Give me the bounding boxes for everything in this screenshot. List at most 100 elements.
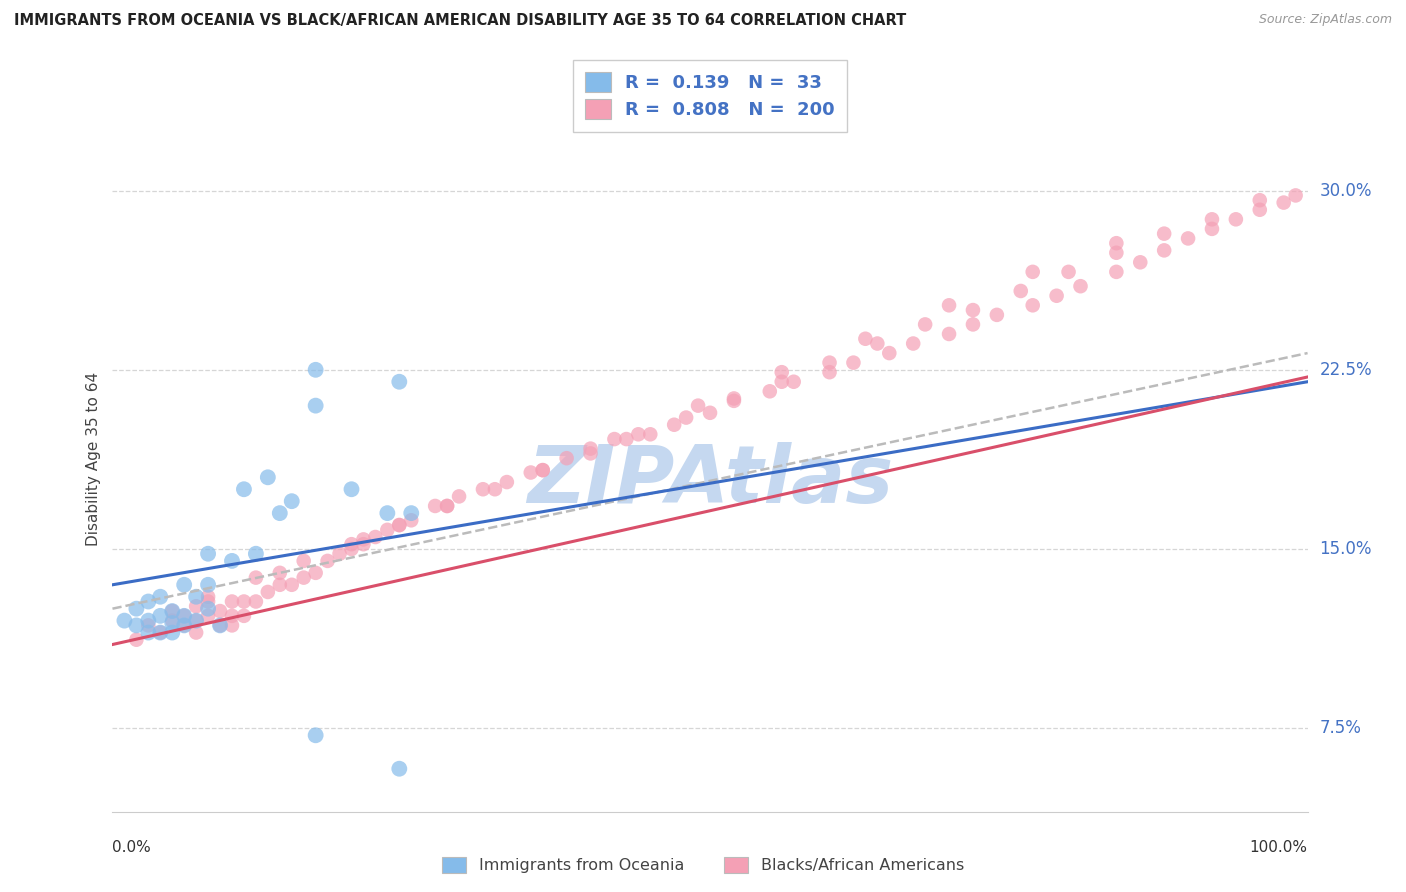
Point <box>472 482 495 496</box>
Point <box>221 618 243 632</box>
Point <box>688 399 710 413</box>
Point <box>352 537 374 551</box>
Point <box>855 332 877 346</box>
Point <box>436 499 458 513</box>
Point <box>723 393 745 408</box>
Point <box>162 625 183 640</box>
Point <box>986 308 1008 322</box>
Point <box>723 392 745 406</box>
Point <box>1022 265 1045 279</box>
Point <box>818 356 841 370</box>
Point <box>245 594 267 608</box>
Point <box>197 547 219 561</box>
Point <box>221 608 243 623</box>
Point <box>1153 227 1175 241</box>
Point <box>186 614 208 628</box>
Point <box>221 554 243 568</box>
Point <box>233 482 256 496</box>
Text: 30.0%: 30.0% <box>1320 182 1372 200</box>
Point <box>149 608 172 623</box>
Point <box>401 513 423 527</box>
Point <box>664 417 686 432</box>
Point <box>377 506 399 520</box>
Point <box>245 571 267 585</box>
Point <box>1070 279 1092 293</box>
Point <box>173 608 195 623</box>
Point <box>770 375 793 389</box>
Point <box>352 533 374 547</box>
Point <box>555 451 578 466</box>
Point <box>1105 245 1128 260</box>
Point <box>579 446 602 460</box>
Point <box>269 566 291 580</box>
Point <box>197 608 219 623</box>
Point <box>114 614 135 628</box>
Point <box>162 604 183 618</box>
Point <box>197 594 219 608</box>
Point <box>138 614 160 628</box>
Point <box>1201 222 1223 236</box>
Point <box>340 537 363 551</box>
Point <box>162 614 183 628</box>
Point <box>269 506 291 520</box>
Point <box>675 410 697 425</box>
Point <box>257 585 280 599</box>
Point <box>197 578 219 592</box>
Point <box>138 618 160 632</box>
Point <box>401 506 423 520</box>
Point <box>173 618 195 632</box>
Point <box>579 442 602 456</box>
Point <box>329 547 352 561</box>
Point <box>186 599 208 614</box>
Y-axis label: Disability Age 35 to 64: Disability Age 35 to 64 <box>86 372 101 547</box>
Point <box>221 594 243 608</box>
Point <box>1010 284 1032 298</box>
Point <box>209 604 232 618</box>
Point <box>903 336 925 351</box>
Point <box>866 336 889 351</box>
Point <box>149 625 172 640</box>
Point <box>531 463 554 477</box>
Point <box>603 432 626 446</box>
Point <box>1285 188 1308 202</box>
Point <box>173 578 195 592</box>
Text: 100.0%: 100.0% <box>1250 840 1308 855</box>
Point <box>281 494 304 508</box>
Point <box>125 618 148 632</box>
Point <box>1105 236 1128 251</box>
Point <box>377 523 399 537</box>
Point <box>1225 212 1247 227</box>
Point <box>233 594 256 608</box>
Point <box>388 762 411 776</box>
Point <box>759 384 782 399</box>
Point <box>1057 265 1080 279</box>
Point <box>292 554 315 568</box>
Text: Source: ZipAtlas.com: Source: ZipAtlas.com <box>1258 13 1392 27</box>
Text: ZIPAtlas: ZIPAtlas <box>527 442 893 519</box>
Point <box>305 566 328 580</box>
Point <box>186 625 208 640</box>
Point <box>496 475 519 489</box>
Point <box>1129 255 1152 269</box>
Legend: Immigrants from Oceania, Blacks/African Americans: Immigrants from Oceania, Blacks/African … <box>436 850 970 880</box>
Point <box>436 499 458 513</box>
Text: IMMIGRANTS FROM OCEANIA VS BLACK/AFRICAN AMERICAN DISABILITY AGE 35 TO 64 CORREL: IMMIGRANTS FROM OCEANIA VS BLACK/AFRICAN… <box>14 13 907 29</box>
Point <box>364 530 387 544</box>
Point <box>305 399 328 413</box>
Point <box>197 601 219 615</box>
Point <box>340 541 363 556</box>
Point <box>962 318 984 332</box>
Point <box>447 490 470 504</box>
Point <box>269 578 291 592</box>
Point <box>640 427 662 442</box>
Point <box>1046 289 1069 303</box>
Point <box>209 618 232 632</box>
Point <box>162 615 183 630</box>
Point <box>186 590 208 604</box>
Point <box>138 625 160 640</box>
Point <box>938 298 960 312</box>
Point <box>388 518 411 533</box>
Point <box>162 604 183 618</box>
Point <box>316 554 339 568</box>
Point <box>173 608 195 623</box>
